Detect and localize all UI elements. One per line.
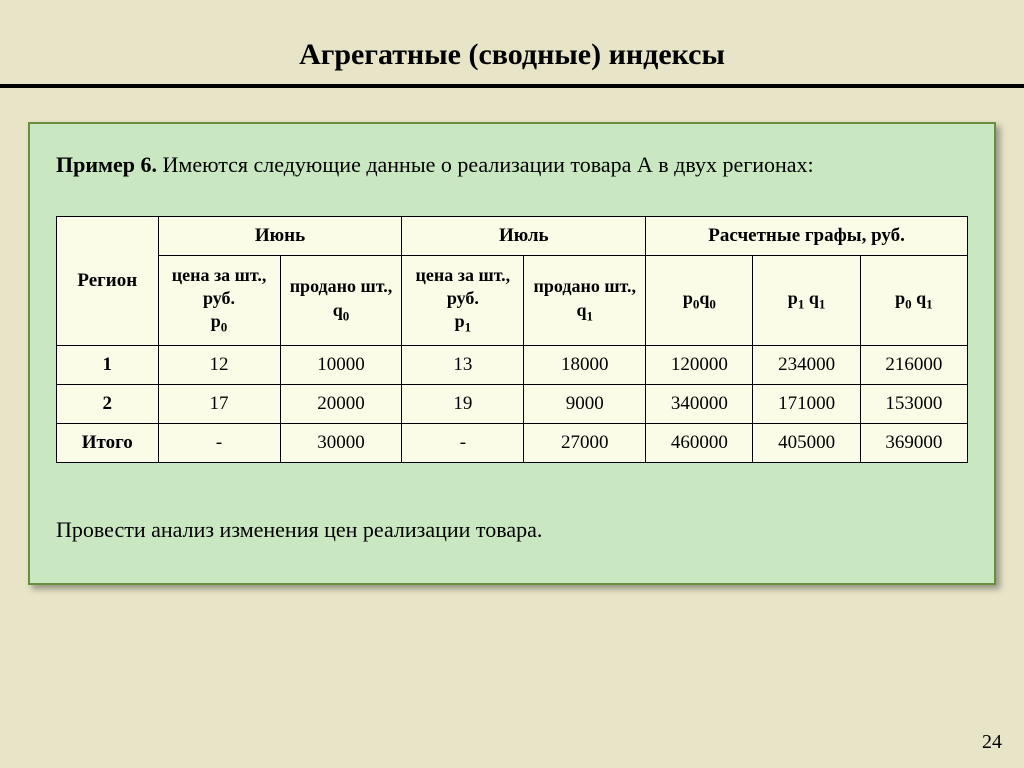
data-table: Регион Июнь Июль Расчетные графы, руб. ц… <box>56 216 968 463</box>
cell-region-total: Итого <box>57 423 159 462</box>
example-text: Пример 6. Имеются следующие данные о реа… <box>56 150 968 180</box>
col-p1q1: p1 q1 <box>753 255 860 345</box>
col-p0: цена за шт., руб. p0 <box>158 255 280 345</box>
content-box: Пример 6. Имеются следующие данные о реа… <box>28 122 996 585</box>
slide-title: Агрегатные (сводные) индексы <box>0 38 1024 72</box>
cell: 12 <box>158 345 280 384</box>
cell: 405000 <box>753 423 860 462</box>
group-july: Июль <box>402 216 646 255</box>
cell: 27000 <box>524 423 646 462</box>
cell: 153000 <box>860 384 967 423</box>
cell: 30000 <box>280 423 402 462</box>
table-header-row-1: Регион Июнь Июль Расчетные графы, руб. <box>57 216 968 255</box>
cell: 10000 <box>280 345 402 384</box>
table-row: 1 12 10000 13 18000 120000 234000 216000 <box>57 345 968 384</box>
title-divider <box>0 84 1024 88</box>
col-region: Регион <box>57 216 159 345</box>
cell-region: 1 <box>57 345 159 384</box>
cell: 120000 <box>646 345 753 384</box>
col-q1: продано шт., q1 <box>524 255 646 345</box>
group-calc: Расчетные графы, руб. <box>646 216 968 255</box>
task-text: Провести анализ изменения цен реализации… <box>56 517 968 543</box>
table-header-row-2: цена за шт., руб. p0 продано шт., q0 цен… <box>57 255 968 345</box>
slide: Агрегатные (сводные) индексы Пример 6. И… <box>0 0 1024 768</box>
col-p1: цена за шт., руб. p1 <box>402 255 524 345</box>
cell: 171000 <box>753 384 860 423</box>
cell: 17 <box>158 384 280 423</box>
example-label: Пример 6. <box>56 152 157 177</box>
cell: 9000 <box>524 384 646 423</box>
cell: - <box>158 423 280 462</box>
cell: - <box>402 423 524 462</box>
cell: 19 <box>402 384 524 423</box>
cell: 234000 <box>753 345 860 384</box>
page-number: 24 <box>982 731 1002 754</box>
table-row-total: Итого - 30000 - 27000 460000 405000 3690… <box>57 423 968 462</box>
cell: 216000 <box>860 345 967 384</box>
cell: 369000 <box>860 423 967 462</box>
group-june: Июнь <box>158 216 402 255</box>
col-q0: продано шт., q0 <box>280 255 402 345</box>
cell: 13 <box>402 345 524 384</box>
example-body: Имеются следующие данные о реализации то… <box>157 152 814 177</box>
col-p0q0: p0q0 <box>646 255 753 345</box>
cell: 18000 <box>524 345 646 384</box>
cell: 460000 <box>646 423 753 462</box>
cell: 340000 <box>646 384 753 423</box>
cell: 20000 <box>280 384 402 423</box>
cell-region: 2 <box>57 384 159 423</box>
col-p0q1: p0 q1 <box>860 255 967 345</box>
table-row: 2 17 20000 19 9000 340000 171000 153000 <box>57 384 968 423</box>
